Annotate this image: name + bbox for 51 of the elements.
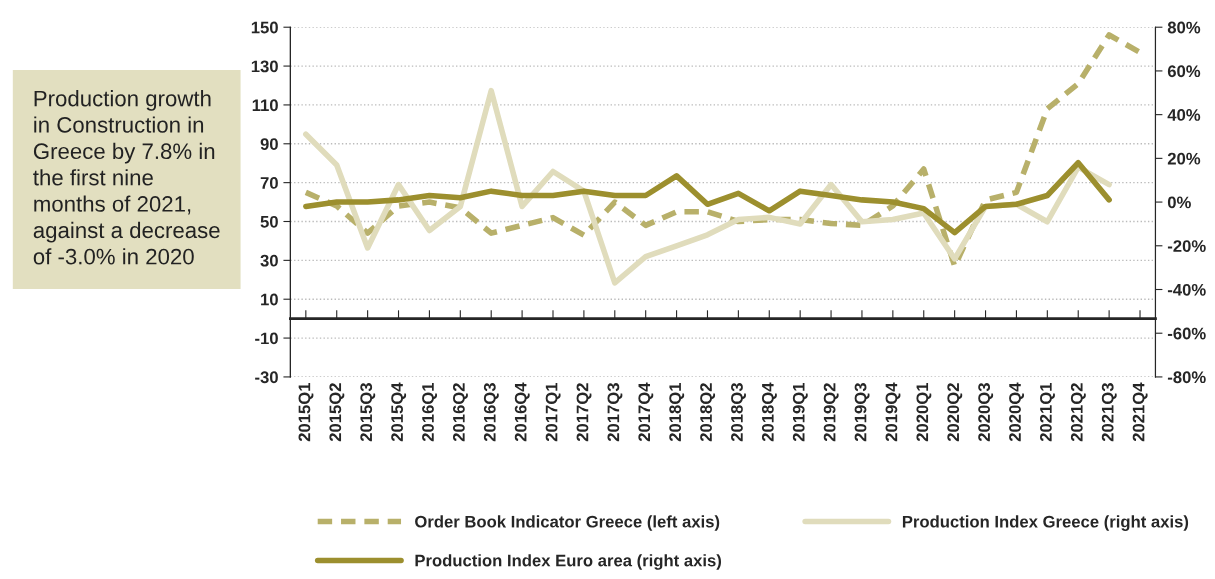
- y-tick-label: -10: [255, 332, 278, 345]
- legend-label: Production Index Greece (right axis): [902, 515, 1189, 531]
- legend-label: Production Index Euro area (right axis): [415, 554, 722, 570]
- x-tick-label: 2017Q2: [576, 383, 592, 442]
- text: Production growth in Construction in Greece by 7.8% in the first nine months of 2021, against a decrease of -3.0% in 2020: [33, 90, 220, 265]
- x-tick-label: 2018Q4: [761, 382, 777, 442]
- y-tick-label: 130: [251, 60, 278, 73]
- x-tick-label: 2017Q4: [638, 382, 654, 442]
- y2-tick-label: -20%: [1167, 240, 1206, 252]
- x-tick-label: 2016Q1: [422, 382, 437, 442]
- x-tick-label: 2019Q2: [823, 383, 839, 442]
- x-tick-label: 2020Q2: [947, 383, 963, 442]
- y-tick-label: 110: [252, 99, 278, 112]
- y2-tick-label: 60%: [1167, 65, 1201, 78]
- x-tick-label: 2016Q4: [514, 382, 530, 442]
- x-tick-label: 2016Q3: [483, 383, 499, 442]
- y2-tick-label: -40%: [1167, 283, 1206, 296]
- x-tick-label: 2015Q2: [329, 383, 345, 442]
- x-tick-label: 2020Q4: [1009, 382, 1025, 442]
- y2-tick-label: -60%: [1167, 327, 1206, 340]
- x-tick-label: 2018Q1: [669, 382, 685, 442]
- x-tick-label: 2019Q3: [854, 383, 870, 442]
- x-tick-label: 2020Q3: [978, 383, 994, 442]
- x-tick-label: 2015Q3: [360, 383, 376, 442]
- legend-label: Order Book Indicator Greece (left axis): [415, 515, 720, 531]
- x-tick-label: 2018Q3: [731, 383, 746, 442]
- y2-tick-label: -80%: [1167, 371, 1206, 384]
- y-tick-label: 50: [260, 215, 278, 228]
- x-tick-label: 2020Q1: [916, 382, 932, 442]
- x-tick-label: 2016Q2: [452, 383, 468, 442]
- y-tick-label: 30: [260, 254, 278, 267]
- x-tick-label: 2018Q2: [700, 383, 716, 442]
- x-tick-label: 2019Q4: [885, 382, 901, 442]
- y2-tick-label: 40%: [1167, 109, 1201, 121]
- y2-tick-label: 20%: [1167, 152, 1201, 165]
- x-tick-label: 2021Q2: [1070, 383, 1086, 442]
- y-tick-label: 10: [261, 293, 278, 306]
- x-tick-label: 2021Q3: [1101, 383, 1117, 442]
- x-tick-label: 2021Q4: [1132, 382, 1148, 442]
- y-tick-label: 90: [260, 138, 278, 150]
- x-tick-label: 2021Q1: [1040, 382, 1055, 442]
- y-tick-label: -30: [255, 371, 278, 384]
- y-tick-label: 70: [260, 177, 278, 189]
- x-tick-label: 2017Q1: [545, 382, 561, 442]
- x-tick-label: 2019Q1: [792, 382, 808, 442]
- x-tick-label: 2015Q4: [391, 382, 407, 442]
- x-tick-label: 2015Q1: [298, 382, 314, 442]
- y-tick-label: 150: [251, 21, 278, 34]
- y2-tick-label: 0%: [1167, 196, 1191, 209]
- y2-tick-label: 80%: [1167, 21, 1201, 34]
- x-tick-label: 2017Q3: [607, 383, 623, 442]
